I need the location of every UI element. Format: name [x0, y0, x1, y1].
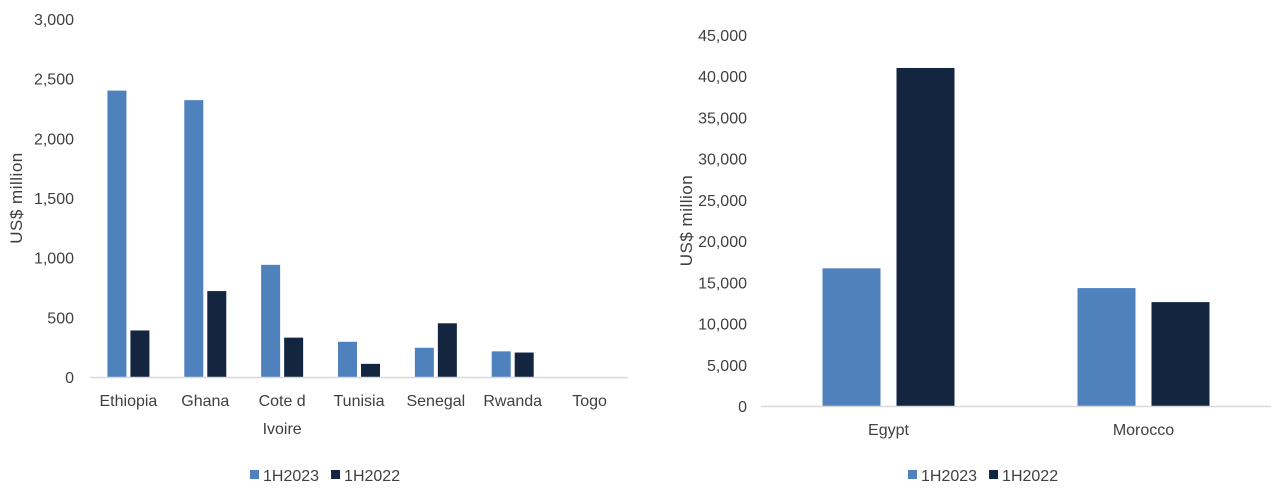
bar-1h2023-rwanda: [491, 351, 511, 377]
y-tick-label: 0: [738, 399, 747, 416]
x-tick-label: Rwanda: [483, 393, 542, 410]
legend-swatch: [989, 470, 999, 479]
bar-1h2022-egypt: [896, 67, 955, 406]
legend-swatch: [331, 470, 341, 479]
y-tick-label: 500: [47, 310, 74, 327]
y-tick-label: 20,000: [698, 234, 747, 251]
legend-label: 1H2022: [1002, 468, 1058, 485]
bar-1h2022-tunisia: [361, 363, 380, 377]
bar-1h2023-senegal: [414, 347, 434, 377]
x-tick-label: Ethiopia: [100, 393, 158, 410]
x-tick-label: Cote d: [259, 393, 306, 410]
y-tick-label: 25,000: [698, 193, 747, 210]
x-tick-label: Tunisia: [334, 393, 385, 410]
y-tick-label: 10,000: [698, 317, 747, 334]
y-tick-label: 1,000: [34, 251, 74, 268]
y-tick-label: 2,500: [34, 72, 74, 89]
bar-1h2023-cote-d-ivoire: [261, 264, 281, 377]
y-tick-label: 15,000: [698, 275, 747, 292]
chart-left: 0 500 1,000 1,500 2,000 2,500 3,000 US$ million…: [7, 12, 628, 485]
legend-label: 1H2023: [921, 468, 977, 485]
x-tick-label: Ghana: [181, 393, 229, 410]
bar-1h2022-morocco: [1151, 302, 1210, 406]
legend-label: 1H2023: [263, 468, 319, 485]
y-tick-label: 30,000: [698, 152, 747, 169]
x-tick-label: Egypt: [868, 422, 909, 439]
y-tick-label: 35,000: [698, 110, 747, 127]
bar-1h2023-ghana: [184, 100, 204, 377]
bar-1h2022-ghana: [207, 291, 227, 377]
y-tick-label: 2,000: [34, 131, 74, 148]
bar-1h2023-egypt: [822, 268, 881, 406]
bar-1h2023-tunisia: [338, 341, 357, 377]
bar-1h2022-ethiopia: [130, 330, 150, 377]
y-tick-label: 1,500: [34, 191, 74, 208]
chart-right: 0 5,000 10,000 15,000 20,000 25,000 30,000 35,0…: [677, 28, 1271, 485]
legend-swatch: [908, 470, 917, 479]
y-tick-label: 40,000: [698, 69, 747, 86]
legend-swatch: [250, 470, 259, 479]
bar-1h2022-cote-d-ivoire: [284, 337, 304, 377]
y-axis-label: US$ million: [7, 152, 26, 243]
legend-label: 1H2022: [344, 468, 400, 485]
y-axis-label: US$ million: [677, 175, 696, 266]
y-tick-label: 45,000: [698, 28, 747, 45]
x-tick-label: Ivoire: [263, 421, 302, 438]
bar-1h2023-morocco: [1077, 288, 1136, 406]
y-tick-label: 0: [65, 370, 74, 387]
x-tick-label: Togo: [572, 393, 607, 410]
y-tick-label: 3,000: [34, 12, 74, 29]
bar-1h2023-ethiopia: [107, 90, 127, 377]
x-tick-label: Senegal: [406, 393, 465, 410]
bar-1h2022-senegal: [437, 323, 457, 377]
y-tick-label: 5,000: [707, 358, 747, 375]
x-tick-label: Morocco: [1113, 422, 1174, 439]
bar-1h2022-rwanda: [514, 352, 534, 377]
